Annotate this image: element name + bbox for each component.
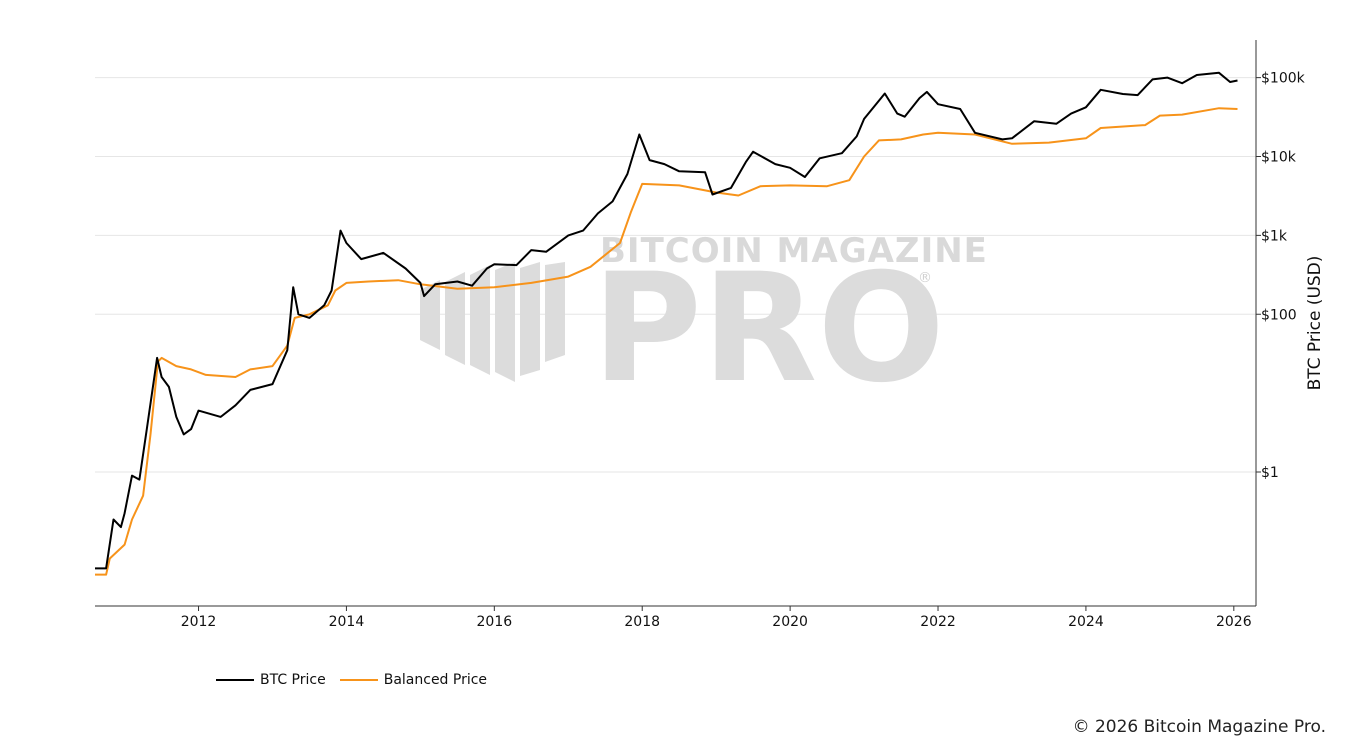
- y-tick-label-2: $1k: [1261, 228, 1288, 244]
- x-tick-label-5: 2022: [920, 614, 956, 630]
- y-tick-label-3: $10k: [1261, 150, 1297, 166]
- x-tick-label-6: 2024: [1068, 614, 1104, 630]
- series-line-balanced-price[interactable]: [95, 107, 1238, 576]
- y-axis-title: BTC Price (USD): [1305, 256, 1325, 391]
- watermark: BITCOIN MAGAZINE PRO ®: [420, 231, 988, 416]
- copyright: © 2026 Bitcoin Magazine Pro.: [1072, 717, 1326, 737]
- x-tick-label-7: 2026: [1216, 614, 1252, 630]
- series-line-btc-price[interactable]: [95, 71, 1238, 570]
- gridlines: [95, 77, 1256, 473]
- legend-swatch-btc-price: [216, 679, 254, 681]
- x-tick-label-4: 2020: [772, 614, 808, 630]
- legend-swatch-balanced-price: [339, 679, 378, 681]
- x-axis-ticks: 2012 2014 2016 2018 2020 2022 2024 2026: [181, 606, 1252, 630]
- legend-item-balanced-price[interactable]: Balanced Price: [339, 672, 488, 688]
- x-tick-label-2: 2016: [477, 614, 513, 630]
- watermark-line1: BITCOIN MAGAZINE: [600, 231, 988, 271]
- y-tick-label-4: $100k: [1261, 71, 1306, 87]
- y-tick-label-1: $100: [1261, 307, 1297, 323]
- watermark-line2: PRO: [592, 242, 945, 416]
- x-tick-label-1: 2014: [329, 614, 365, 630]
- y-axis-ticks: $1 $100 $1k $10k $100k: [1256, 71, 1306, 481]
- x-tick-label-3: 2018: [624, 614, 660, 630]
- legend-label-balanced-price: Balanced Price: [383, 672, 488, 688]
- legend-label-btc-price: BTC Price: [260, 672, 326, 688]
- y-tick-label-0: $1: [1261, 465, 1279, 481]
- legend-item-btc-price[interactable]: BTC Price: [216, 672, 326, 688]
- legend: BTC Price Balanced Price: [216, 672, 487, 688]
- watermark-mark: ®: [918, 270, 932, 286]
- x-tick-label-0: 2012: [181, 614, 217, 630]
- watermark-logo-icon: [420, 262, 565, 382]
- series-layer: [95, 71, 1238, 576]
